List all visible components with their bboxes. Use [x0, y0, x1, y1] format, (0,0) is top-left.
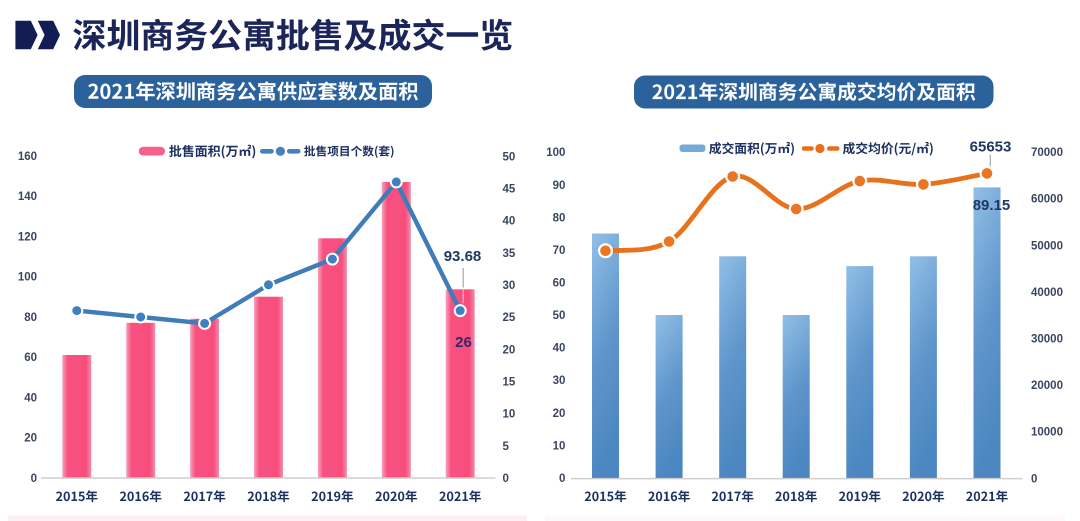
svg-text:60000: 60000 — [1031, 194, 1063, 206]
svg-text:5: 5 — [503, 441, 510, 453]
svg-text:90: 90 — [553, 180, 566, 192]
svg-text:70000: 70000 — [1031, 147, 1063, 159]
svg-text:100: 100 — [546, 147, 565, 159]
svg-text:0: 0 — [503, 473, 509, 485]
svg-text:10: 10 — [503, 409, 516, 421]
svg-text:80: 80 — [24, 312, 37, 324]
svg-text:30: 30 — [553, 375, 566, 387]
svg-text:0: 0 — [1031, 473, 1037, 485]
svg-text:20: 20 — [24, 433, 37, 445]
svg-text:89.15: 89.15 — [973, 197, 1011, 214]
svg-text:40: 40 — [503, 216, 516, 228]
svg-text:160: 160 — [18, 151, 37, 163]
svg-text:20: 20 — [553, 408, 566, 420]
svg-text:60: 60 — [24, 352, 37, 364]
svg-text:60: 60 — [553, 278, 566, 290]
svg-text:50000: 50000 — [1031, 240, 1063, 252]
svg-text:50: 50 — [503, 151, 516, 163]
svg-text:15: 15 — [503, 377, 516, 389]
svg-text:80: 80 — [553, 212, 566, 224]
svg-text:40: 40 — [24, 392, 37, 404]
svg-text:100: 100 — [18, 272, 37, 284]
svg-text:120: 120 — [18, 231, 37, 243]
svg-text:50: 50 — [553, 310, 566, 322]
svg-text:65653: 65653 — [970, 138, 1012, 155]
svg-text:26: 26 — [455, 334, 472, 351]
svg-text:20: 20 — [503, 344, 516, 356]
svg-text:35: 35 — [503, 248, 516, 260]
svg-text:30000: 30000 — [1031, 334, 1063, 346]
svg-text:40000: 40000 — [1031, 287, 1063, 299]
svg-text:45: 45 — [503, 184, 516, 196]
svg-text:30: 30 — [503, 280, 516, 292]
svg-text:70: 70 — [553, 245, 566, 257]
svg-text:0: 0 — [559, 473, 565, 485]
svg-text:25: 25 — [503, 312, 516, 324]
svg-text:10000: 10000 — [1031, 427, 1063, 439]
svg-text:93.68: 93.68 — [444, 248, 482, 265]
svg-text:140: 140 — [18, 191, 37, 203]
svg-text:0: 0 — [31, 473, 37, 485]
svg-text:20000: 20000 — [1031, 380, 1063, 392]
svg-text:40: 40 — [553, 343, 566, 355]
svg-text:10: 10 — [553, 440, 566, 452]
